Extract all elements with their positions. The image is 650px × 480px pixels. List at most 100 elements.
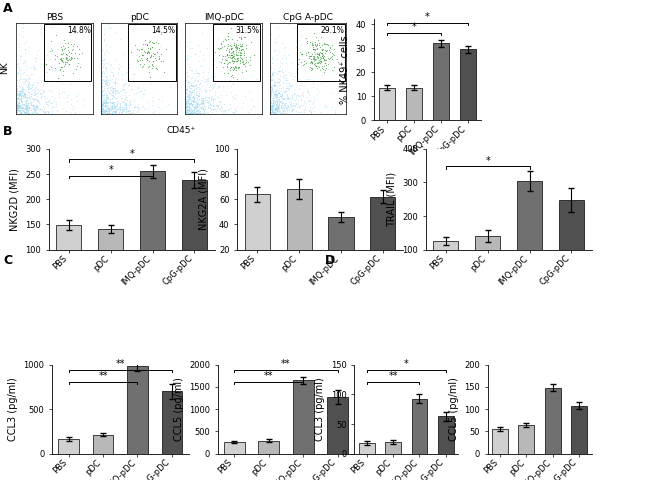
Point <box>289 96 300 104</box>
Point <box>29 105 40 113</box>
Point <box>223 35 233 43</box>
Point <box>282 82 293 90</box>
Point <box>185 107 196 114</box>
Point <box>226 45 236 53</box>
Point <box>268 102 278 109</box>
Point <box>297 50 307 58</box>
Point <box>269 88 280 96</box>
Point <box>16 96 27 104</box>
Point <box>190 96 201 104</box>
Point <box>307 58 317 65</box>
Point <box>42 68 52 75</box>
Point <box>227 51 237 59</box>
Point <box>20 79 30 86</box>
Point <box>266 72 276 80</box>
Point <box>227 71 237 79</box>
Point <box>111 28 121 36</box>
Point <box>26 89 36 96</box>
Point <box>233 48 243 56</box>
Point <box>276 103 287 111</box>
Point <box>31 109 42 117</box>
Point <box>196 95 207 102</box>
Point <box>29 96 39 104</box>
Point <box>228 80 239 88</box>
Point <box>112 99 123 107</box>
Point <box>18 91 28 99</box>
Point <box>200 87 210 95</box>
Point <box>31 103 42 110</box>
Point <box>52 107 62 115</box>
Point <box>185 107 196 114</box>
Point <box>23 78 34 86</box>
Point <box>20 80 30 88</box>
Point <box>181 95 191 103</box>
Point <box>288 72 298 80</box>
Point <box>224 51 234 59</box>
Point <box>131 103 142 111</box>
Point <box>270 38 280 46</box>
Point <box>29 108 40 116</box>
Point <box>216 40 226 48</box>
Bar <box>162 392 182 454</box>
Point <box>105 68 116 75</box>
Point <box>49 103 59 110</box>
Point <box>181 83 192 90</box>
Point <box>186 99 196 107</box>
Point <box>194 101 204 108</box>
Point <box>124 103 134 110</box>
Point <box>103 109 113 117</box>
Point <box>270 93 280 100</box>
Point <box>184 84 194 91</box>
Point <box>114 65 124 73</box>
Point <box>101 73 111 81</box>
Point <box>181 51 192 59</box>
Point <box>246 38 256 46</box>
Point <box>133 106 144 113</box>
Point <box>221 56 231 63</box>
Point <box>206 92 216 99</box>
Point <box>27 70 37 77</box>
Point <box>223 53 233 60</box>
Point <box>266 101 277 109</box>
Point <box>24 79 34 87</box>
Point <box>292 97 303 105</box>
Point <box>107 84 118 92</box>
Point <box>207 102 218 110</box>
Point <box>323 60 333 68</box>
Point <box>229 91 240 99</box>
Point <box>183 109 194 117</box>
Point <box>269 109 280 117</box>
Point <box>308 84 318 91</box>
Point <box>187 101 197 108</box>
Point <box>287 105 297 112</box>
Point <box>268 81 279 89</box>
Point <box>12 94 23 102</box>
Point <box>199 95 209 103</box>
Point <box>224 59 234 66</box>
Point <box>330 108 341 116</box>
Point <box>96 107 107 115</box>
Point <box>98 110 108 118</box>
Point <box>98 106 109 113</box>
Point <box>183 101 194 108</box>
Point <box>270 105 281 113</box>
Point <box>38 62 49 70</box>
Point <box>22 105 32 113</box>
Point <box>132 45 142 53</box>
Point <box>276 98 286 106</box>
Point <box>291 44 302 51</box>
Point <box>146 52 156 60</box>
Point <box>197 100 207 108</box>
Point <box>133 88 143 96</box>
Point <box>13 103 23 110</box>
Text: *: * <box>411 22 416 32</box>
Point <box>114 64 124 72</box>
Point <box>313 59 324 66</box>
Point <box>274 100 284 108</box>
Point <box>136 54 146 61</box>
Point <box>274 103 284 110</box>
Point <box>266 76 277 84</box>
Point <box>59 88 70 96</box>
Point <box>181 110 192 118</box>
Point <box>280 107 291 114</box>
